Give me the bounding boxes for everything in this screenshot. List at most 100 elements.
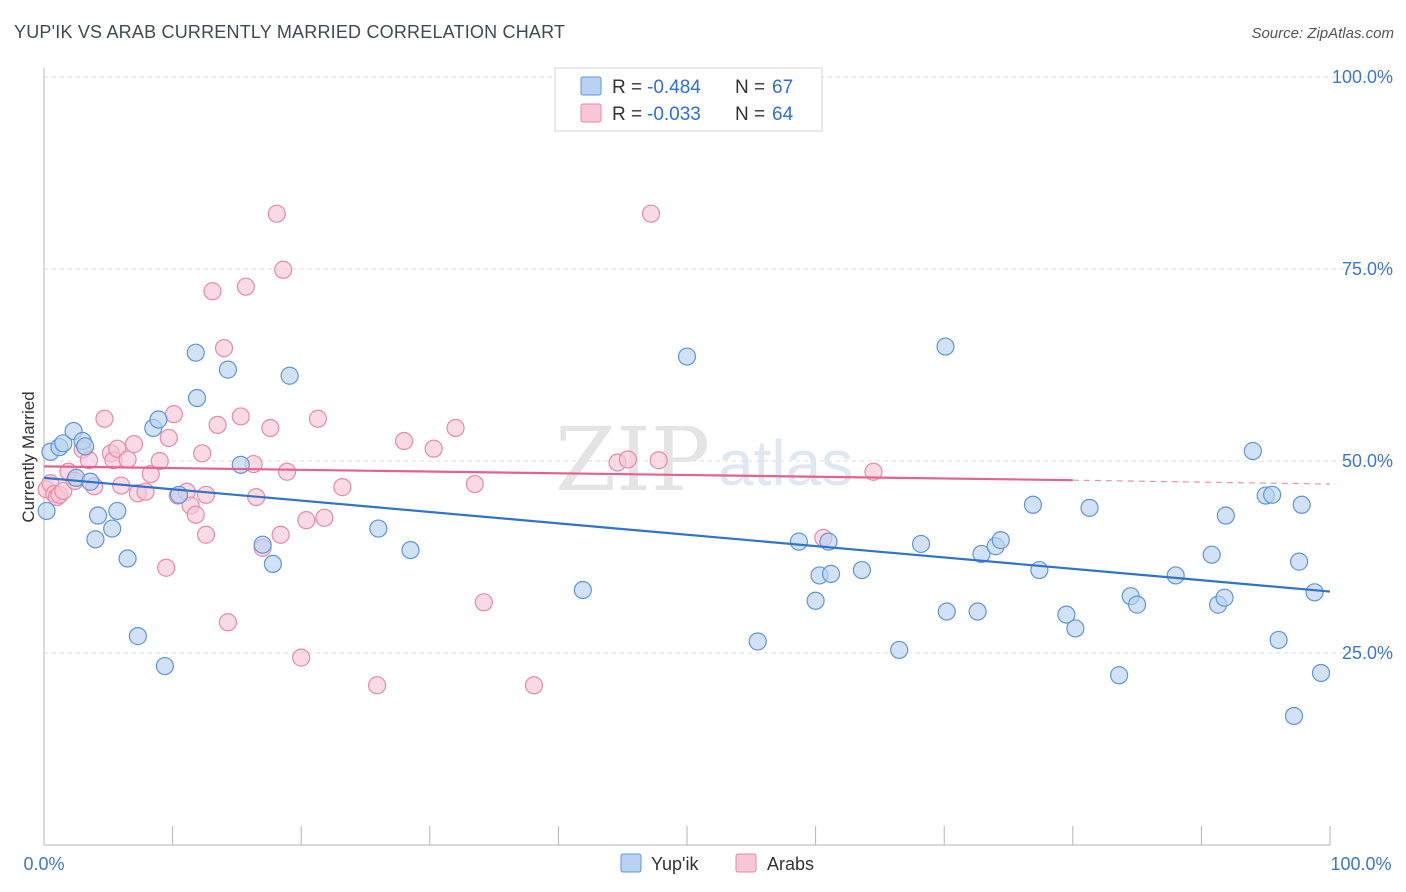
watermark: ZIP atlas <box>555 408 853 511</box>
y-axis-label: Currently Married <box>19 391 38 522</box>
arab-point-31 <box>203 282 222 301</box>
yupik-point-24 <box>263 554 283 574</box>
x-tick-label-100: 100.0% <box>1330 854 1391 874</box>
yupik-point-26 <box>369 519 388 538</box>
arab-point-17 <box>124 435 144 454</box>
yupik-point-48 <box>1066 619 1085 638</box>
legend-r-value-arabs: -0.033 <box>647 104 701 125</box>
yupik-point-58 <box>1243 441 1262 461</box>
gridlines <box>44 76 1392 654</box>
yupik-point-37 <box>890 640 909 660</box>
arab-point-5 <box>54 481 73 501</box>
arab-point-52 <box>424 439 443 458</box>
legend-r-value-yupik: -0.484 <box>647 77 701 98</box>
yupik-point-62 <box>1284 706 1304 726</box>
stats-legend: R = -0.484 N = 67 R = -0.033 N = 64 <box>554 67 823 132</box>
yupik-point-57 <box>1216 506 1235 525</box>
yupik-point-35 <box>821 564 841 583</box>
yupik-point-20 <box>187 388 207 408</box>
arab-point-50 <box>367 676 387 695</box>
yupik-point-11 <box>103 519 122 538</box>
arab-point-43 <box>274 260 293 279</box>
bottom-legend-swatch-arabs <box>735 853 757 873</box>
arab-point-23 <box>159 428 178 448</box>
arab-point-33 <box>214 339 234 358</box>
arab-point-41 <box>267 204 286 223</box>
arab-point-21 <box>150 451 169 471</box>
x-tick-label-0: 0.0% <box>23 854 64 874</box>
trend-lines <box>43 465 1331 593</box>
arab-point-20 <box>141 464 160 484</box>
arab-point-63 <box>196 485 216 504</box>
x-axis-ticks <box>43 826 1331 845</box>
arab-point-54 <box>465 474 484 494</box>
yupik-point-9 <box>86 530 105 549</box>
yupik-point-61 <box>1269 630 1288 650</box>
yupik-point-19 <box>186 343 205 362</box>
bottom-legend-label-arabs: Arabs <box>767 854 814 874</box>
arab-point-55 <box>474 593 493 612</box>
yupik-point-56 <box>1215 588 1234 607</box>
legend-n-label-yupik: N = <box>735 77 765 98</box>
arab-point-47 <box>308 409 328 428</box>
arab-point-59 <box>641 204 661 223</box>
legend-swatch-arabs <box>580 103 602 123</box>
yupik-point-10 <box>88 506 108 525</box>
arab-point-22 <box>157 558 176 577</box>
yupik-point-16 <box>149 410 168 429</box>
yupik-point-52 <box>1127 595 1147 614</box>
arab-point-28 <box>186 505 205 524</box>
legend-n-value-arabs: 64 <box>772 104 794 125</box>
arab-point-45 <box>292 648 311 667</box>
yupik-point-27 <box>401 540 420 560</box>
watermark-atlas: atlas <box>718 427 853 499</box>
arab-point-46 <box>297 511 316 530</box>
yupik-point-31 <box>789 532 808 551</box>
yupik-point-38 <box>911 534 931 554</box>
yupik-point-63 <box>1290 552 1309 571</box>
arab-point-32 <box>208 415 227 435</box>
yupik-point-40 <box>936 337 955 356</box>
yupik-point-28 <box>573 580 592 600</box>
arab-point-11 <box>95 409 114 428</box>
arab-point-62 <box>864 462 883 481</box>
y-tick-label-75: 75.0% <box>1342 259 1393 279</box>
trend-line-yupik <box>43 476 1331 593</box>
legend-r-label-yupik: R = <box>612 77 642 98</box>
legend-swatch-yupik <box>580 76 602 96</box>
yupik-point-47 <box>1057 605 1076 624</box>
yupik-point-23 <box>253 535 272 554</box>
source-credit: Source: ZipAtlas.com <box>1251 25 1394 42</box>
yupik-point-65 <box>1305 583 1324 602</box>
bottom-legend-label-yupik: Yup'ik <box>651 854 699 874</box>
yupik-point-44 <box>991 531 1010 550</box>
yupik-point-7 <box>76 437 95 456</box>
yupik-point-13 <box>118 549 137 568</box>
arab-point-34 <box>218 613 237 632</box>
arab-point-36 <box>236 277 256 296</box>
yupik-point-45 <box>1023 495 1043 514</box>
y-tick-labels: 25.0% 50.0% 75.0% 100.0% <box>1332 67 1393 663</box>
y-tick-label-100: 100.0% <box>1332 67 1393 87</box>
arab-point-51 <box>394 431 414 451</box>
chart-title: YUP'IK VS ARAB CURRENTLY MARRIED CORRELA… <box>14 22 566 42</box>
series-yupik-points <box>37 337 1331 726</box>
trend-line-arabs <box>43 465 1073 482</box>
series-legend: Yup'ik Arabs <box>620 853 814 874</box>
arab-point-53 <box>446 418 465 438</box>
arab-point-58 <box>618 450 637 469</box>
yupik-point-25 <box>280 366 299 385</box>
bottom-legend-swatch-yupik <box>620 853 642 873</box>
arab-point-35 <box>231 407 250 426</box>
yupik-point-60 <box>1263 485 1282 504</box>
arab-point-42 <box>271 525 290 544</box>
yupik-point-41 <box>968 602 987 621</box>
yupik-point-30 <box>748 632 767 651</box>
arab-point-48 <box>315 508 334 527</box>
yupik-point-12 <box>108 501 127 521</box>
yupik-point-17 <box>155 656 174 676</box>
trend-line-arabs-extension <box>1072 479 1331 485</box>
legend-n-value-yupik: 67 <box>772 77 793 98</box>
yupik-point-3 <box>54 434 73 453</box>
